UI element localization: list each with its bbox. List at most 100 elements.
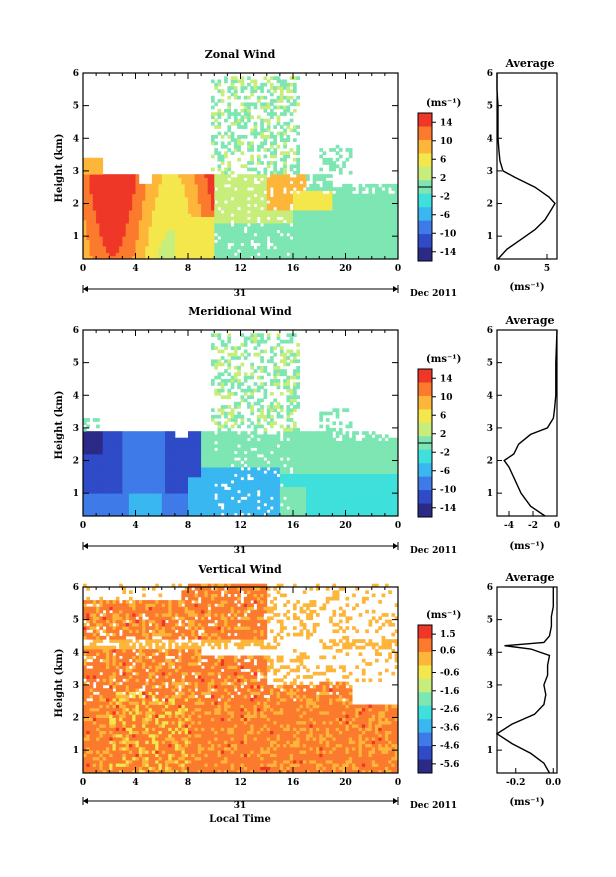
heatmap-cell: [99, 490, 103, 494]
heatmap-cell: [86, 510, 90, 514]
heatmap-cell: [116, 503, 120, 507]
heatmap-cell: [106, 226, 110, 230]
heatmap-cell: [99, 451, 103, 455]
heatmap-cell: [106, 490, 110, 494]
heatmap-cell: [145, 461, 149, 465]
heatmap-cell: [109, 217, 113, 221]
heatmap-cell: [132, 191, 136, 195]
heatmap-cell: [175, 204, 179, 208]
heatmap-cell: [247, 490, 251, 494]
heatmap-cell: [175, 207, 179, 211]
heatmap-cell: [375, 226, 379, 230]
heatmap-cell: [139, 226, 143, 230]
heatmap-cell: [224, 346, 228, 350]
heatmap-cell: [267, 135, 271, 139]
heatmap-cell: [90, 448, 94, 452]
heatmap-cell: [323, 177, 327, 181]
heatmap-cell: [172, 431, 176, 435]
heatmap-cell: [234, 464, 238, 468]
heatmap-cell: [116, 470, 120, 474]
heatmap-cell: [198, 464, 202, 468]
heatmap-cell: [103, 194, 107, 198]
heatmap-cell: [149, 226, 153, 230]
heatmap-cell: [172, 181, 176, 185]
heatmap-cell: [273, 194, 277, 198]
heatmap-cell: [116, 454, 120, 458]
heatmap-cell: [132, 474, 136, 478]
heatmap-cell: [277, 207, 281, 211]
heatmap-cell: [93, 510, 97, 514]
heatmap-cell: [352, 223, 356, 227]
heatmap-cell: [296, 213, 300, 217]
heatmap-cell: [296, 376, 300, 380]
heatmap-cell: [159, 438, 163, 442]
heatmap-cell: [188, 207, 192, 211]
heatmap-cell: [369, 223, 373, 227]
heatmap-cell: [391, 246, 395, 250]
heatmap-cell: [250, 191, 254, 195]
heatmap-cell: [208, 197, 212, 201]
heatmap-cell: [159, 454, 163, 458]
heatmap-cell: [283, 155, 287, 159]
heatmap-cell: [198, 448, 202, 452]
heatmap-cell: [119, 236, 123, 240]
heatmap-cell: [286, 181, 290, 185]
heatmap-cell: [136, 191, 140, 195]
heatmap-cell: [185, 470, 189, 474]
heatmap-cell: [195, 226, 199, 230]
heatmap-cell: [162, 204, 166, 208]
heatmap-cell: [221, 412, 225, 416]
heatmap-cell: [165, 233, 169, 237]
heatmap-cell: [208, 467, 212, 471]
heatmap-cell: [257, 213, 261, 217]
heatmap-cell: [103, 503, 107, 507]
heatmap-cell: [142, 187, 146, 191]
heatmap-cell: [149, 236, 153, 240]
heatmap-cell: [319, 220, 323, 224]
heatmap-cell: [283, 243, 287, 247]
heatmap-cell: [362, 210, 366, 214]
heatmap-cell: [142, 197, 146, 201]
heatmap-cell: [391, 184, 395, 188]
heatmap-cell: [254, 477, 258, 481]
heatmap-cell: [198, 461, 202, 465]
heatmap-cell: [290, 483, 294, 487]
heatmap-cell: [260, 490, 264, 494]
heatmap-cell: [103, 220, 107, 224]
heatmap-cell: [290, 96, 294, 100]
heatmap-cell: [372, 207, 376, 211]
heatmap-cell: [244, 253, 248, 257]
heatmap-cell: [103, 448, 107, 452]
heatmap-cell: [342, 223, 346, 227]
heatmap-cell: [178, 194, 182, 198]
heatmap-cell: [273, 376, 277, 380]
heatmap-cell: [267, 337, 271, 341]
heatmap-cell: [342, 233, 346, 237]
heatmap-cell: [342, 246, 346, 250]
heatmap-cell: [313, 500, 317, 504]
heatmap-cell: [188, 474, 192, 478]
heatmap-cell: [385, 253, 389, 257]
heatmap-cell: [237, 356, 241, 360]
heatmap-cell: [211, 210, 215, 214]
heatmap-cell: [129, 253, 133, 257]
heatmap-cell: [224, 457, 228, 461]
heatmap-cell: [250, 366, 254, 370]
heatmap-cell: [369, 220, 373, 224]
heatmap-cell: [316, 204, 320, 208]
heatmap-cell: [227, 226, 231, 230]
heatmap-cell: [178, 246, 182, 250]
heatmap-cell: [303, 467, 307, 471]
heatmap-cell: [388, 253, 392, 257]
heatmap-cell: [264, 171, 268, 175]
heatmap-cell: [355, 226, 359, 230]
heatmap-cell: [273, 408, 277, 412]
heatmap-cell: [303, 220, 307, 224]
heatmap-cell: [339, 155, 343, 159]
heatmap-cell: [201, 490, 205, 494]
heatmap-cell: [329, 148, 333, 152]
heatmap-cell: [218, 83, 222, 87]
heatmap-cell: [188, 444, 192, 448]
heatmap-cell: [264, 510, 268, 514]
heatmap-cell: [296, 246, 300, 250]
